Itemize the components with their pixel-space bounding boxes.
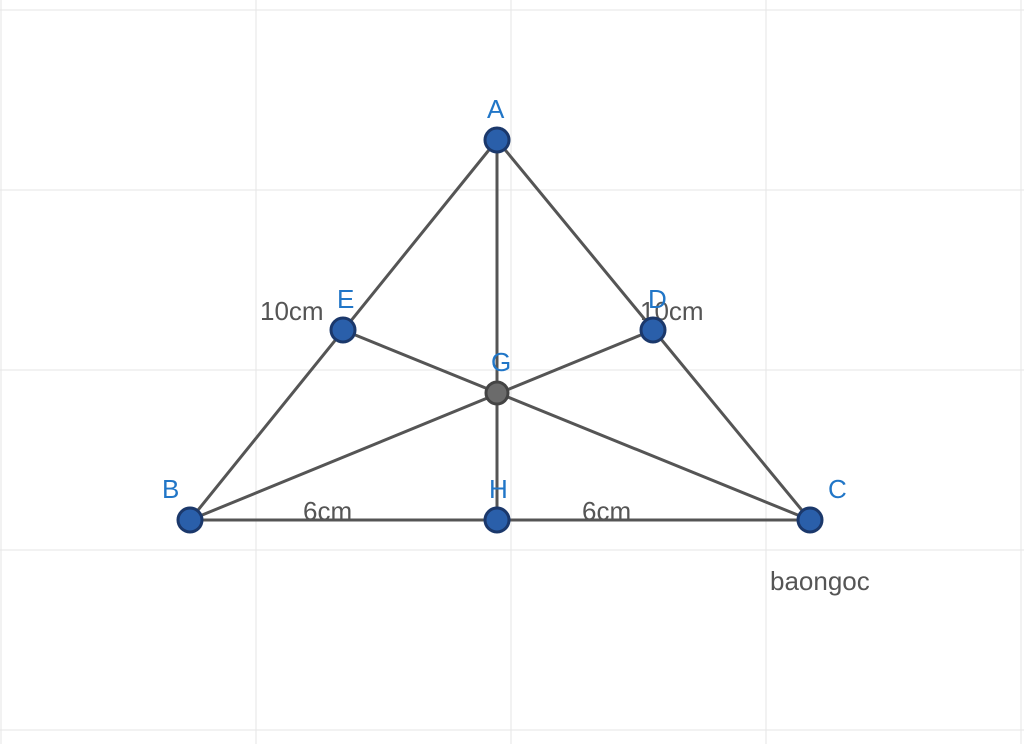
point-H[interactable] <box>485 508 509 532</box>
point-D[interactable] <box>641 318 665 342</box>
point-B[interactable] <box>178 508 202 532</box>
point-label-E: E <box>337 284 354 314</box>
point-label-G: G <box>491 347 511 377</box>
point-label-H: H <box>489 474 508 504</box>
grid-layer <box>0 0 1024 744</box>
segment-B-D <box>190 330 653 520</box>
dimension-label-3: 6cm <box>582 496 631 526</box>
point-label-B: B <box>162 474 179 504</box>
dimension-layer: 10cm10cm6cm6cm <box>260 296 704 526</box>
dimension-label-0: 10cm <box>260 296 324 326</box>
geometry-canvas: 10cm10cm6cm6cm ABCDEHG baongoc <box>0 0 1024 744</box>
author-annotation: baongoc <box>770 566 870 596</box>
edge-layer <box>190 140 810 520</box>
point-E[interactable] <box>331 318 355 342</box>
point-label-D: D <box>648 284 667 314</box>
dimension-label-2: 6cm <box>303 496 352 526</box>
point-C[interactable] <box>798 508 822 532</box>
segment-C-E <box>343 330 810 520</box>
point-G[interactable] <box>486 382 508 404</box>
point-label-A: A <box>487 94 505 124</box>
point-label-C: C <box>828 474 847 504</box>
point-layer <box>178 128 822 532</box>
point-A[interactable] <box>485 128 509 152</box>
